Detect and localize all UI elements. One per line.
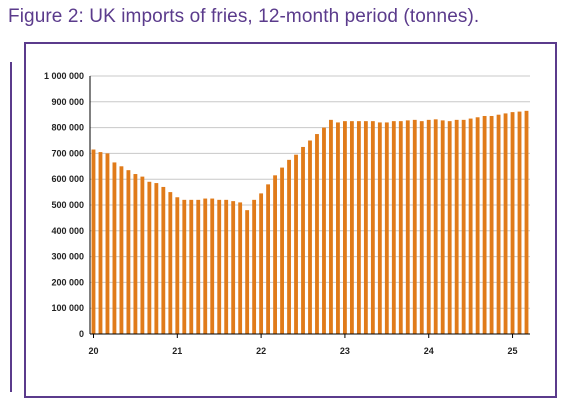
bar: [154, 183, 159, 334]
bar: [482, 115, 487, 335]
y-tick-label: 300 000: [51, 252, 84, 262]
bar: [377, 122, 382, 334]
bar: [468, 118, 473, 334]
bar: [405, 120, 410, 334]
y-tick-label: 900 000: [51, 97, 84, 107]
bar: [203, 198, 208, 334]
bar: [308, 140, 312, 334]
x-tick-label: 22: [256, 346, 266, 356]
bar: [517, 111, 522, 334]
bar: [287, 159, 291, 334]
bar: [210, 198, 215, 334]
bar: [496, 114, 501, 334]
y-tick-label: 800 000: [51, 123, 84, 133]
bar: [349, 121, 354, 335]
bar: [384, 122, 389, 334]
bar: [503, 113, 508, 334]
bar: [419, 121, 424, 335]
bar: [412, 119, 417, 334]
bar: [189, 199, 194, 334]
bar: [175, 197, 180, 334]
bar: [266, 184, 271, 334]
bar: [447, 121, 452, 335]
bar: [126, 170, 131, 334]
bar: [133, 174, 138, 334]
x-tick-label: 20: [88, 346, 98, 356]
bar: [196, 199, 201, 334]
x-axis-tick-labels: 20 21 22 23 24 25: [88, 334, 518, 356]
bar: [398, 121, 403, 335]
x-tick-label: 24: [424, 346, 434, 356]
bar: [273, 175, 277, 334]
bar: [322, 127, 326, 334]
bar: [315, 134, 319, 334]
bar: [524, 110, 529, 334]
bar: [489, 115, 494, 335]
bar: [280, 167, 284, 334]
bar: [510, 112, 515, 335]
bar: [112, 162, 117, 334]
x-tick-label: 23: [340, 346, 350, 356]
bar: [252, 199, 257, 334]
y-tick-label: 400 000: [51, 226, 84, 236]
y-tick-label: 500 000: [51, 200, 84, 210]
bar: [370, 121, 375, 335]
x-tick-label: 21: [172, 346, 182, 356]
bar-series: [91, 110, 529, 335]
bar: [426, 119, 431, 334]
bar: [245, 210, 250, 334]
bar: [454, 119, 459, 334]
bar: [168, 192, 173, 334]
bar: [356, 121, 361, 335]
bar: [217, 199, 222, 334]
y-tick-label: 1 000 000: [44, 71, 84, 81]
bar: [182, 199, 187, 334]
bar: [475, 117, 480, 334]
y-tick-label: 200 000: [51, 277, 84, 287]
bar: [105, 153, 110, 334]
bar: [98, 152, 103, 334]
bar: [140, 176, 145, 334]
bar: [161, 186, 166, 334]
bar: [336, 122, 340, 334]
bar: [433, 119, 438, 334]
bar: [440, 120, 445, 334]
bar: [343, 121, 347, 335]
bar: [363, 121, 368, 335]
left-divider-rule: [10, 62, 12, 392]
bar: [224, 199, 229, 334]
x-tick-label: 25: [508, 346, 518, 356]
bar: [91, 149, 96, 334]
y-tick-label: 100 000: [51, 303, 84, 313]
bar: [231, 201, 236, 334]
bar: [147, 181, 152, 334]
figure-title: Figure 2: UK imports of fries, 12-month …: [8, 6, 480, 27]
y-axis-tick-labels: 0 100 000 200 000 300 000 400 000 500 000 600 …: [44, 71, 84, 339]
y-tick-label: 700 000: [51, 148, 84, 158]
bar: [329, 119, 333, 334]
bar: [461, 119, 466, 334]
y-tick-label: 0: [79, 329, 84, 339]
bar: [301, 146, 305, 334]
bar: [238, 202, 243, 334]
bar: [119, 166, 124, 334]
bar: [391, 121, 396, 335]
bar: [259, 193, 264, 334]
y-tick-label: 600 000: [51, 174, 84, 184]
bar: [294, 154, 298, 334]
